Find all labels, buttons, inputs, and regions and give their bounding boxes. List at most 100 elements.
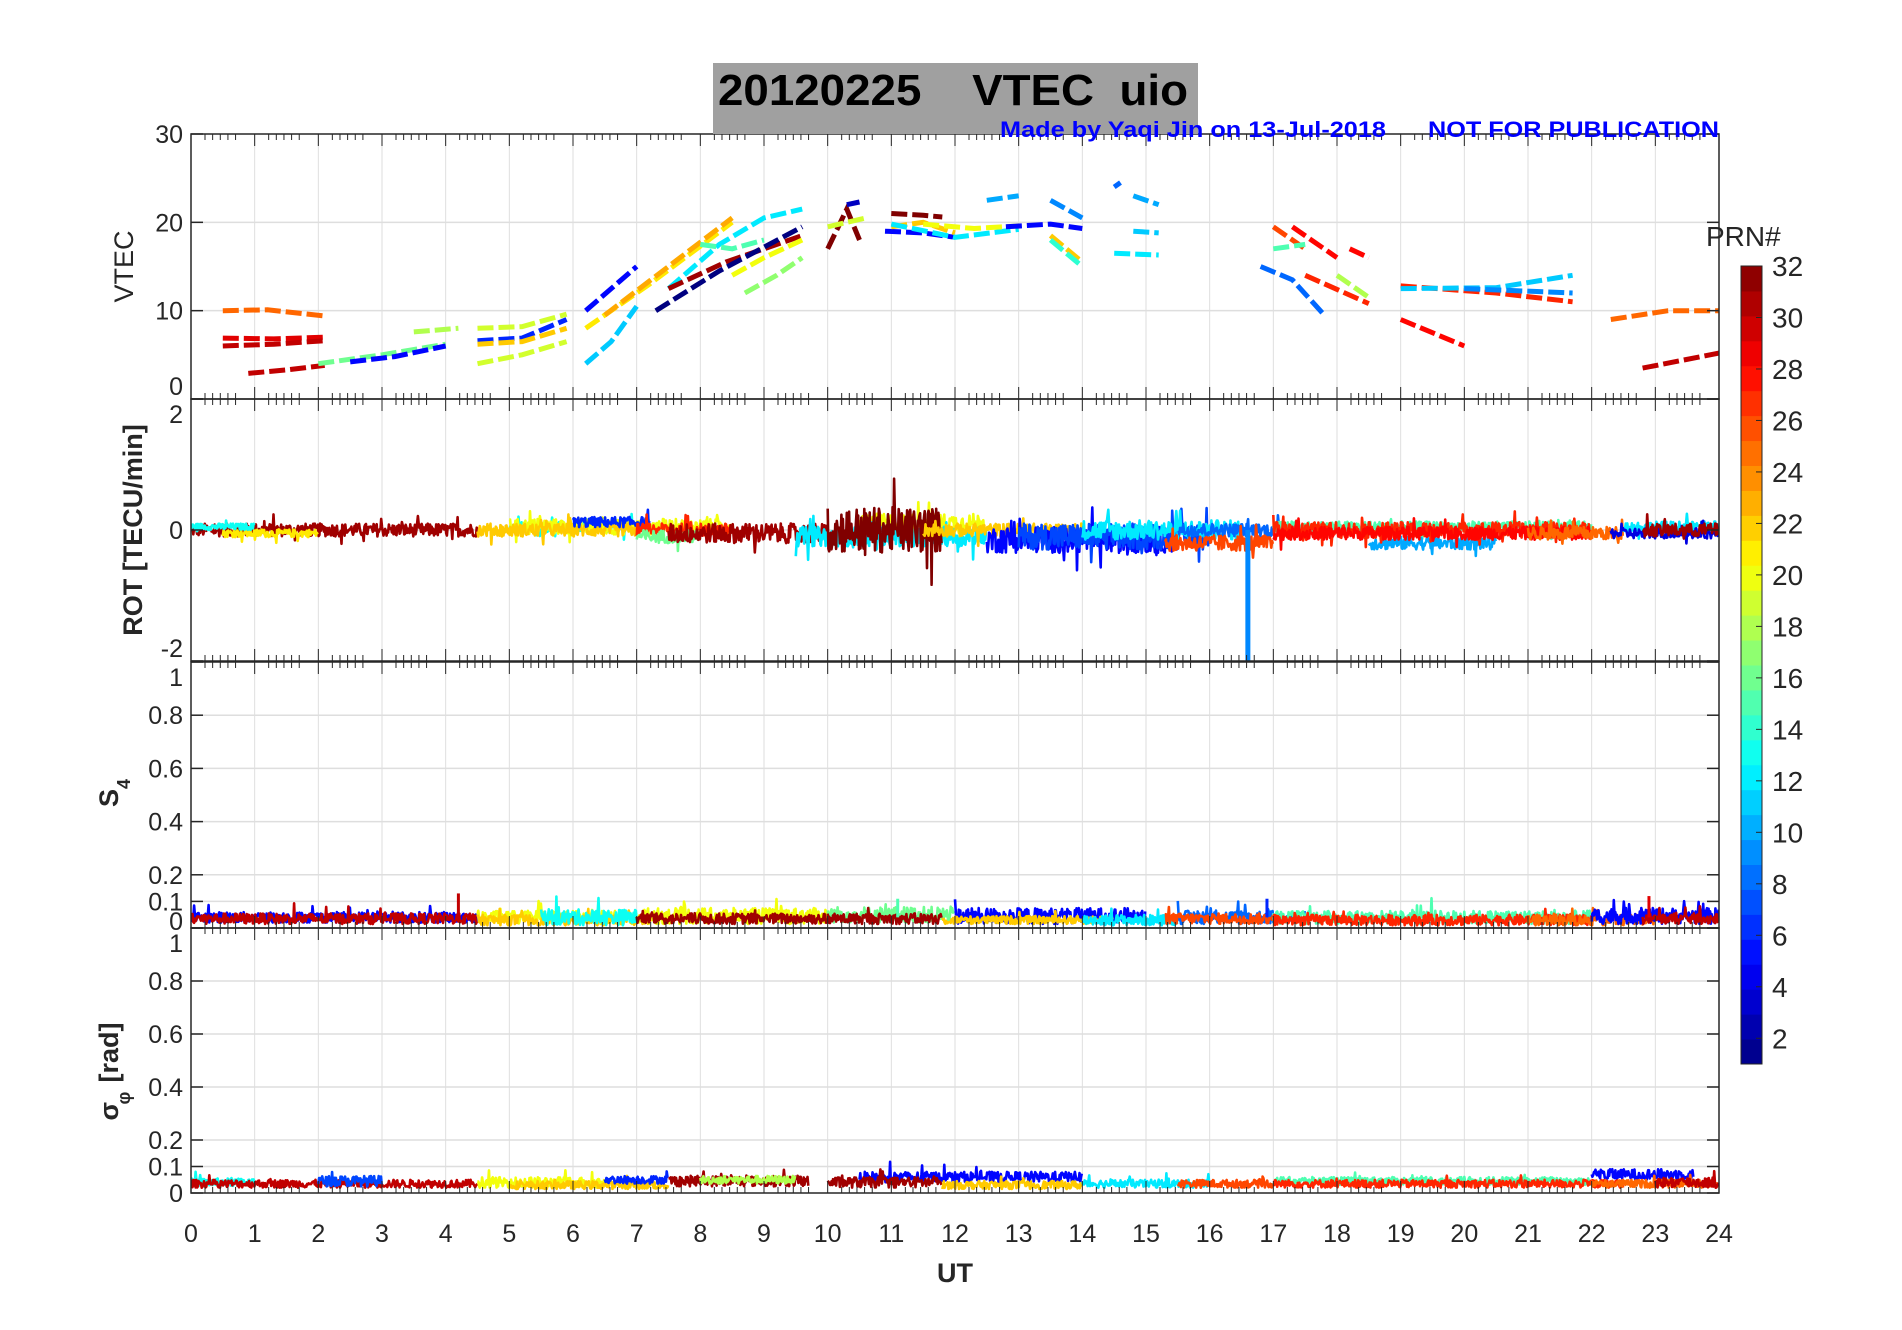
x-tick-label: 20 [1450, 1220, 1478, 1248]
vtec-line-prn-12 [1114, 250, 1159, 258]
x-tick-label: 18 [1323, 1220, 1351, 1248]
rot-line-prn-25 [1526, 518, 1624, 546]
colorbar-swatch [1741, 615, 1762, 641]
rot-line-prn-31 [1642, 512, 1719, 540]
s4-line-prn-31 [826, 906, 943, 926]
sigma-line-prn-30 [1654, 1169, 1719, 1189]
rot-line-prn-21 [221, 527, 319, 545]
vtec-line-prn-28 [1348, 246, 1370, 260]
colorbar-tick-label: 16 [1772, 663, 1803, 694]
x-tick-label: 5 [502, 1220, 516, 1248]
vtec-line-prn-19 [477, 311, 568, 331]
x-tick-label: 13 [1005, 1220, 1033, 1248]
vtec-line-prn-5 [884, 228, 956, 240]
colorbar-tick-label: 4 [1772, 972, 1788, 1003]
colorbar-swatch [1741, 714, 1762, 741]
grid-lines [191, 134, 1719, 1193]
vtec-line-prn-22 [1048, 233, 1084, 265]
sigma-line-prn-22 [508, 1174, 670, 1191]
colorbar-tick-label: 18 [1772, 611, 1803, 642]
sigma-line-prn-20 [476, 1169, 606, 1189]
y-axis-label-subscript: 4 [114, 779, 134, 789]
y-axis-label-symbol: σ [94, 1102, 124, 1120]
colorbar-swatch [1741, 1014, 1762, 1040]
vtec-line-prn-20 [922, 221, 1019, 232]
vtec-line-prn-30 [222, 338, 325, 349]
colorbar-swatch [1741, 665, 1762, 691]
colorbar-swatch [1741, 839, 1762, 865]
vtec-line-prn-12 [890, 221, 1020, 240]
x-tick-label: 17 [1259, 1220, 1287, 1248]
y-tick-label-sigma: 0 [169, 1180, 183, 1208]
sigma-line-prn-22 [941, 1175, 1084, 1191]
rot-series-group [191, 477, 1719, 661]
colorbar-swatch [1741, 914, 1762, 940]
colorbar-swatch [1741, 764, 1762, 791]
vtec-line-prn-10 [986, 193, 1020, 203]
y-tick-label-vtec: 0 [169, 373, 183, 401]
colorbar-swatch [1741, 739, 1762, 766]
colorbar-swatch [1741, 340, 1762, 367]
vtec-line-prn-25 [222, 307, 325, 319]
vtec-line-prn-9 [1049, 198, 1084, 221]
colorbar-tick-label: 12 [1772, 766, 1803, 797]
data-marks [191, 180, 1719, 1191]
vtec-line-prn-23 [603, 215, 734, 318]
sigma-line-prn-31 [826, 1168, 943, 1189]
rot-line-prn-26 [1163, 523, 1275, 559]
x-tick-label: 10 [814, 1220, 842, 1248]
vtec-line-prn-18 [413, 325, 459, 335]
colorbar-frame [1740, 265, 1763, 1065]
x-axis-label: UT [937, 1258, 973, 1288]
sigma-line-prn-7 [317, 1170, 383, 1188]
vtec-line-prn-6 [477, 317, 568, 344]
y-tick-label-vtec: 20 [155, 209, 183, 237]
y-tick-label-s4: 1 [169, 664, 183, 692]
vtec-line-prn-32 [825, 202, 862, 250]
colorbar-swatch [1741, 290, 1762, 317]
x-tick-label: 23 [1641, 1220, 1669, 1248]
s4-line-prn-13 [539, 895, 638, 927]
vtec-line-prn-8 [1259, 264, 1327, 317]
vtec-line-prn-5 [349, 343, 447, 365]
x-tick-label: 8 [693, 1220, 707, 1248]
colorbar-swatch [1741, 814, 1762, 841]
x-tick-label: 14 [1068, 1220, 1096, 1248]
vtec-line-prn-11 [1400, 272, 1574, 292]
vtec-line-prn-28 [1290, 224, 1339, 260]
rot-line-prn-13 [191, 519, 256, 533]
colorbar-tick-label: 30 [1772, 302, 1803, 333]
vtec-line-prn-11 [584, 304, 639, 366]
vtec-line-prn-29 [222, 334, 325, 342]
vtec-line-prn-15 [1272, 241, 1306, 252]
y-axis-label-vtec: VTEC [109, 230, 139, 302]
colorbar-tick-label: 6 [1772, 920, 1788, 951]
rot-line-prn-32 [826, 477, 943, 587]
sigma-series-group [191, 1160, 1719, 1191]
colorbar-swatch [1741, 964, 1762, 990]
x-tick-label: 19 [1387, 1220, 1415, 1248]
y-tick-label-s4: 0.8 [148, 702, 183, 730]
colorbar-swatch [1741, 590, 1762, 616]
vtec-line-prn-9 [1464, 286, 1573, 296]
colorbar-swatch [1741, 889, 1762, 915]
y-tick-label-sigma: 0.2 [148, 1127, 183, 1155]
x-tick-label: 4 [439, 1220, 453, 1248]
vtec-line-prn-22 [477, 325, 568, 347]
colorbar-tick-label: 32 [1772, 251, 1803, 282]
sigma-line-prn-6 [603, 1170, 669, 1185]
x-tick-label: 0 [184, 1220, 198, 1248]
vtec-line-prn-17 [743, 255, 804, 296]
sigma-line-prn-27 [1272, 1174, 1625, 1189]
chart-title: 20120225 VTEC uio [718, 66, 1188, 115]
credit-text: Made by Yaqi Jin on 13-Jul-2018 [1000, 117, 1386, 142]
colorbar-swatch [1741, 789, 1762, 816]
colorbar-tick-label: 14 [1772, 714, 1803, 745]
colorbar-swatch [1741, 415, 1762, 442]
y-axis-label-symbol: S [94, 789, 124, 807]
colorbar-swatch [1741, 465, 1762, 491]
colorbar-label: PRN# [1706, 221, 1781, 252]
rot-line-prn-31 [667, 522, 829, 554]
